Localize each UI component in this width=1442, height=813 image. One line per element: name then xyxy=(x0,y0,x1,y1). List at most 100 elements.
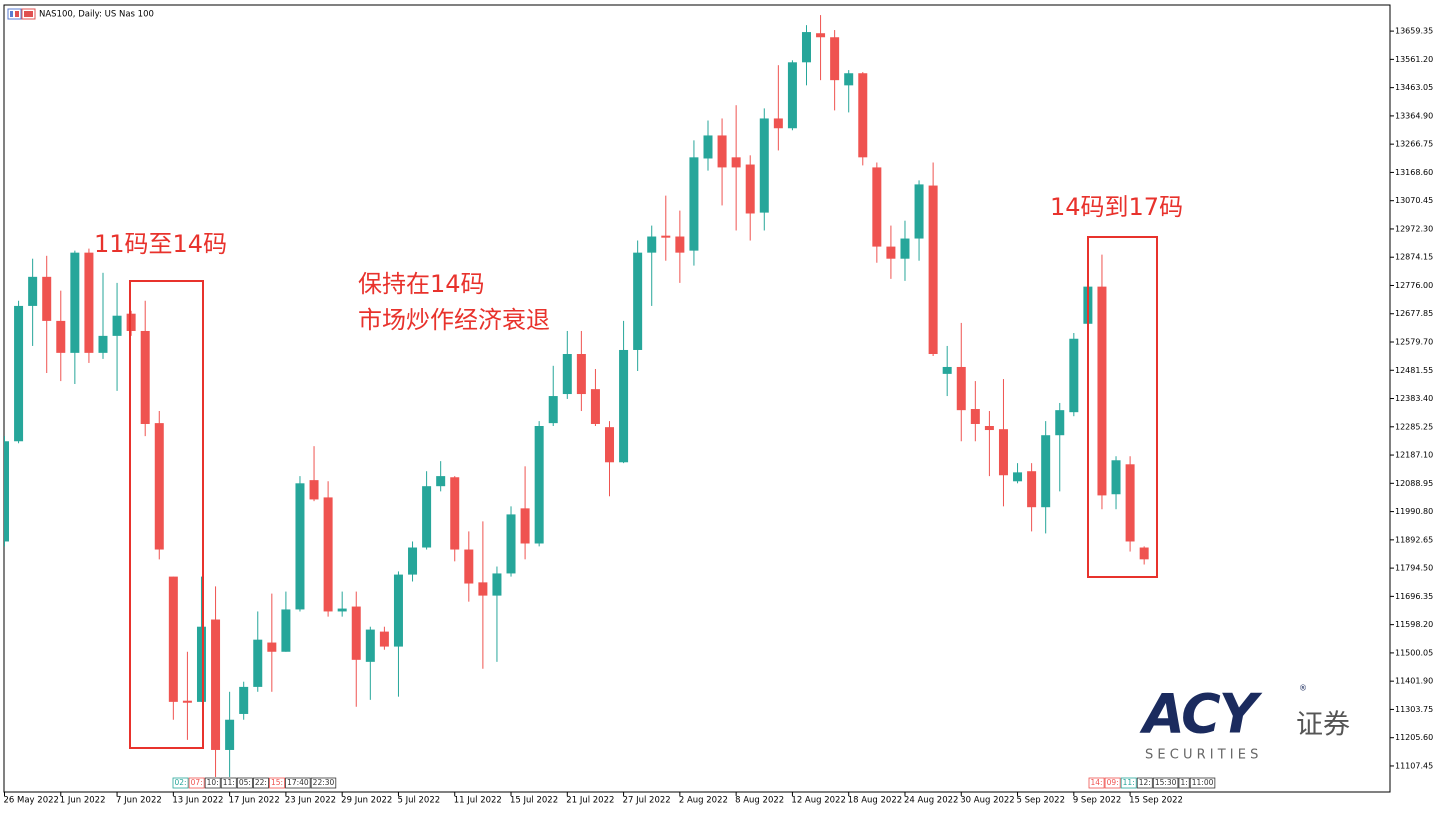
x-tick-label: 30 Aug 2022 xyxy=(960,796,1014,806)
x-tick-label: 1 Jun 2022 xyxy=(60,796,106,806)
candle-body xyxy=(520,508,530,544)
x-tick-label: 23 Jun 2022 xyxy=(285,796,336,806)
candle-body xyxy=(844,73,854,86)
candle-body xyxy=(1125,464,1135,542)
x-tick-label: 21 Jul 2022 xyxy=(566,796,614,806)
session-mark: 11: xyxy=(223,778,235,787)
candles xyxy=(4,15,1149,778)
session-mark: 05: xyxy=(239,778,251,787)
logo-brand: ACY xyxy=(1139,683,1263,746)
y-tick-label: 12088.95 xyxy=(1395,479,1433,488)
candle-body xyxy=(14,305,24,442)
session-mark-box xyxy=(1136,777,1153,789)
candle-body xyxy=(140,330,150,424)
candle-body xyxy=(225,719,235,750)
y-tick-label: 13463.05 xyxy=(1395,83,1433,92)
candle-body xyxy=(281,609,291,652)
session-mark-box xyxy=(172,777,189,789)
candle-body xyxy=(534,426,544,544)
candle-body xyxy=(4,441,9,542)
candle-body xyxy=(647,236,657,253)
candle-body xyxy=(492,573,502,596)
session-mark-box xyxy=(188,777,205,789)
candle-body xyxy=(998,429,1008,476)
candle-body xyxy=(1055,410,1065,436)
y-tick-label: 11598.20 xyxy=(1395,620,1433,629)
session-mark-box xyxy=(236,777,253,789)
x-tick-label: 13 Jun 2022 xyxy=(172,796,223,806)
x-tick-label: 2 Aug 2022 xyxy=(679,796,728,806)
candle-body xyxy=(126,313,136,331)
session-mark: 15: xyxy=(271,778,283,787)
annotation: 保持在14码 xyxy=(358,270,485,298)
candle-body xyxy=(506,514,516,574)
y-tick-label: 12579.70 xyxy=(1395,338,1433,347)
session-mark: 14: xyxy=(1091,778,1103,787)
candle-body xyxy=(379,631,389,647)
session-mark-box xyxy=(310,777,337,789)
candle-body xyxy=(196,626,206,702)
candle-body xyxy=(182,700,192,703)
session-mark-box xyxy=(220,777,237,789)
session-mark: 02: xyxy=(175,778,187,787)
y-tick-label: 11696.35 xyxy=(1395,592,1433,601)
x-tick-label: 27 Jul 2022 xyxy=(623,796,671,806)
y-tick-label: 11401.90 xyxy=(1395,677,1433,686)
y-tick-label: 12481.55 xyxy=(1395,366,1433,375)
x-tick-label: 18 Aug 2022 xyxy=(848,796,902,806)
candle-body xyxy=(478,582,488,596)
candle-body xyxy=(112,315,122,336)
x-tick-label: 7 Jun 2022 xyxy=(116,796,162,806)
y-tick-label: 11205.60 xyxy=(1395,733,1433,742)
candle-body xyxy=(1027,471,1037,508)
logo-cn: 证券 xyxy=(1296,710,1350,741)
candle-body xyxy=(1139,547,1149,560)
session-mark: 15:30 xyxy=(1155,778,1177,787)
y-tick-label: 11892.65 xyxy=(1395,535,1433,544)
candle-body xyxy=(914,184,924,239)
session-mark-box xyxy=(1120,777,1137,789)
candle-body xyxy=(661,235,671,238)
y-tick-label: 12776.00 xyxy=(1395,281,1433,290)
x-tick-label: 8 Aug 2022 xyxy=(735,796,784,806)
candle-body xyxy=(28,276,38,306)
session-mark-box xyxy=(1178,777,1190,789)
y-tick-label: 11500.05 xyxy=(1395,648,1433,657)
candle-body xyxy=(900,238,910,259)
y-tick-label: 12285.25 xyxy=(1395,422,1433,431)
candle-body xyxy=(154,423,164,550)
candle-body xyxy=(267,642,277,652)
candle-body xyxy=(605,427,615,463)
candle-body xyxy=(675,236,685,253)
candle-body xyxy=(1111,460,1121,495)
candle-body xyxy=(98,335,108,353)
session-mark-box xyxy=(204,777,221,789)
candle-body xyxy=(689,157,699,251)
session-mark: 07: xyxy=(191,778,203,787)
y-tick-label: 13659.35 xyxy=(1395,27,1433,36)
y-tick-label: 13070.45 xyxy=(1395,196,1433,205)
session-mark: 22: xyxy=(255,778,267,787)
candle-body xyxy=(295,483,305,610)
x-tick-label: 24 Aug 2022 xyxy=(904,796,958,806)
candle-body xyxy=(239,686,249,714)
y-tick-label: 13168.60 xyxy=(1395,168,1433,177)
candle-body xyxy=(858,73,868,158)
y-tick-label: 13266.75 xyxy=(1395,140,1433,149)
candle-body xyxy=(801,32,811,63)
candle-body xyxy=(562,354,572,395)
session-mark-box xyxy=(285,777,311,789)
candle-body xyxy=(787,62,797,129)
candle-body xyxy=(590,389,600,424)
candle-body xyxy=(984,426,994,431)
x-tick-label: 5 Jul 2022 xyxy=(397,796,440,806)
annotation: 14码到17码 xyxy=(1050,193,1183,221)
x-tick-label: 26 May 2022 xyxy=(4,796,59,806)
candle-body xyxy=(84,252,94,353)
highlight-box xyxy=(129,280,204,749)
x-tick-label: 15 Sep 2022 xyxy=(1129,796,1183,806)
candle-body xyxy=(450,477,460,550)
y-tick-label: 11107.45 xyxy=(1395,761,1433,770)
y-tick-label: 11303.75 xyxy=(1395,705,1433,714)
